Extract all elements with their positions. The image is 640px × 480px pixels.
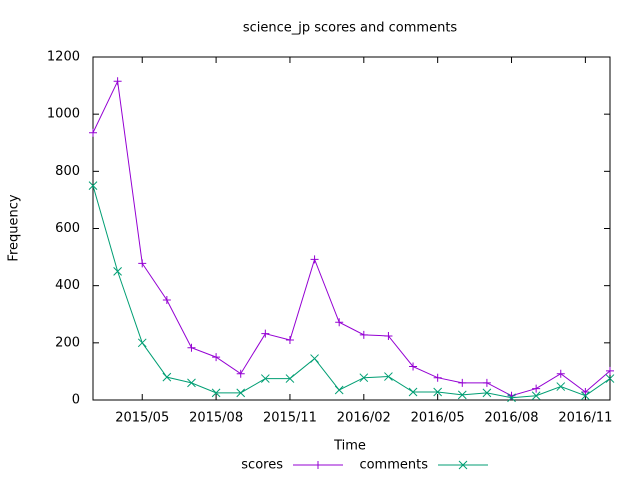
point-marker <box>187 343 196 352</box>
point-marker <box>162 372 172 382</box>
legend-marker <box>458 460 468 470</box>
point-marker <box>335 318 344 327</box>
y-tick-label: 0 <box>72 393 80 408</box>
series-line <box>92 79 611 397</box>
point-marker <box>359 330 368 339</box>
point-marker <box>285 374 295 383</box>
point-marker <box>531 391 541 401</box>
series-line <box>92 185 611 399</box>
point-marker <box>581 391 590 401</box>
point-marker <box>162 295 171 304</box>
point-marker <box>408 387 418 397</box>
y-tick-label: 800 <box>55 164 80 179</box>
point-marker <box>212 353 221 362</box>
point-marker <box>384 331 393 340</box>
point-marker <box>310 354 319 363</box>
y-tick-label: 1200 <box>47 50 80 65</box>
point-marker <box>482 388 492 398</box>
point-marker <box>457 390 467 400</box>
point-marker <box>606 366 614 375</box>
y-tick-label: 600 <box>55 221 80 236</box>
point-marker <box>285 335 294 344</box>
point-marker <box>236 369 245 378</box>
point-marker <box>458 378 467 387</box>
point-marker <box>409 362 418 371</box>
x-tick-label: 2016/11 <box>558 411 612 426</box>
point-marker <box>556 369 565 378</box>
x-tick-label: 2015/11 <box>263 411 317 426</box>
legend-label: scores <box>241 458 283 473</box>
point-marker <box>88 181 98 190</box>
point-marker <box>113 267 122 276</box>
y-axis-label: Frequency <box>7 194 22 261</box>
x-tick-label: 2015/05 <box>115 411 169 426</box>
legend-label: comments <box>359 458 428 473</box>
x-tick-label: 2016/08 <box>485 411 539 426</box>
point-marker <box>260 374 270 383</box>
x-tick-label: 2015/08 <box>189 411 243 426</box>
point-marker <box>384 372 393 381</box>
point-marker <box>138 259 147 268</box>
point-marker <box>137 338 147 348</box>
point-marker <box>359 373 369 383</box>
point-marker <box>211 388 221 398</box>
point-marker <box>187 378 196 388</box>
chart-title: science_jp scores and comments <box>243 21 458 36</box>
y-tick-label: 1000 <box>47 107 80 122</box>
point-marker <box>89 128 97 137</box>
point-marker <box>310 255 319 264</box>
point-marker <box>507 393 516 403</box>
point-marker <box>532 384 541 393</box>
point-marker <box>334 385 344 395</box>
point-marker <box>605 374 615 383</box>
y-tick-label: 400 <box>55 278 80 293</box>
y-tick-label: 200 <box>55 335 80 350</box>
point-marker <box>482 378 491 387</box>
point-marker <box>581 387 590 396</box>
point-marker <box>433 373 442 382</box>
x-axis-label: Time <box>333 439 366 454</box>
x-tick-label: 2016/02 <box>337 411 391 426</box>
point-marker <box>556 382 566 391</box>
point-marker <box>113 77 122 86</box>
legend-marker <box>314 461 322 469</box>
point-marker <box>236 388 246 398</box>
point-marker <box>433 387 443 397</box>
point-marker <box>261 329 270 338</box>
x-tick-label: 2016/05 <box>411 411 465 426</box>
